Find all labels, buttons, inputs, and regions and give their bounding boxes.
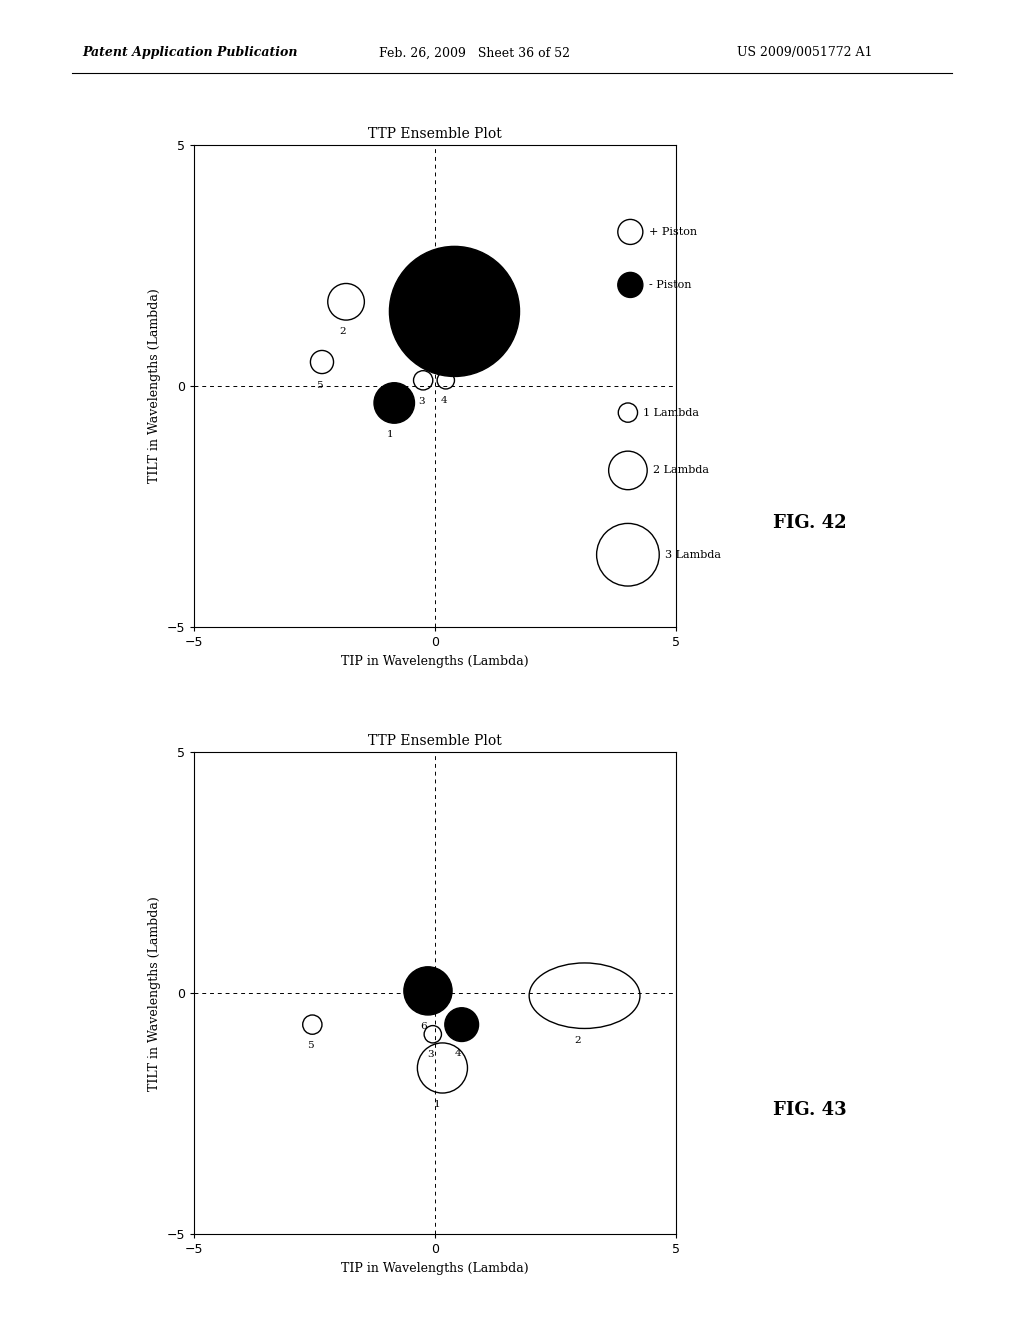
Circle shape [403,966,452,1015]
Y-axis label: TILT in Wavelengths (Lambda): TILT in Wavelengths (Lambda) [148,896,161,1090]
Text: FIG. 43: FIG. 43 [773,1101,847,1119]
Text: US 2009/0051772 A1: US 2009/0051772 A1 [737,46,872,59]
Text: 1: 1 [434,1101,440,1109]
Text: 2: 2 [574,1036,582,1044]
X-axis label: TIP in Wavelengths (Lambda): TIP in Wavelengths (Lambda) [341,655,529,668]
Text: FIG. 42: FIG. 42 [773,513,847,532]
Text: 3 Lambda: 3 Lambda [665,549,721,560]
Text: 6: 6 [420,1022,426,1031]
Text: + Piston: + Piston [648,227,696,236]
Title: TTP Ensemble Plot: TTP Ensemble Plot [369,127,502,141]
Circle shape [389,247,519,376]
Text: 3: 3 [428,1051,434,1059]
X-axis label: TIP in Wavelengths (Lambda): TIP in Wavelengths (Lambda) [341,1262,529,1275]
Title: TTP Ensemble Plot: TTP Ensemble Plot [369,734,502,748]
Circle shape [617,272,643,297]
Text: Feb. 26, 2009   Sheet 36 of 52: Feb. 26, 2009 Sheet 36 of 52 [379,46,570,59]
Circle shape [444,1007,478,1041]
Text: 4: 4 [455,1048,462,1057]
Text: 5: 5 [307,1041,313,1051]
Circle shape [374,383,415,424]
Y-axis label: TILT in Wavelengths (Lambda): TILT in Wavelengths (Lambda) [148,289,161,483]
Text: 2 Lambda: 2 Lambda [653,466,709,475]
Text: - Piston: - Piston [648,280,691,290]
Text: Patent Application Publication: Patent Application Publication [82,46,297,59]
Text: 2: 2 [339,327,346,337]
Text: 1: 1 [387,430,393,440]
Text: 4: 4 [440,396,447,405]
Text: 3: 3 [418,397,425,407]
Text: 1 Lambda: 1 Lambda [643,408,699,417]
Text: 5: 5 [316,380,323,389]
